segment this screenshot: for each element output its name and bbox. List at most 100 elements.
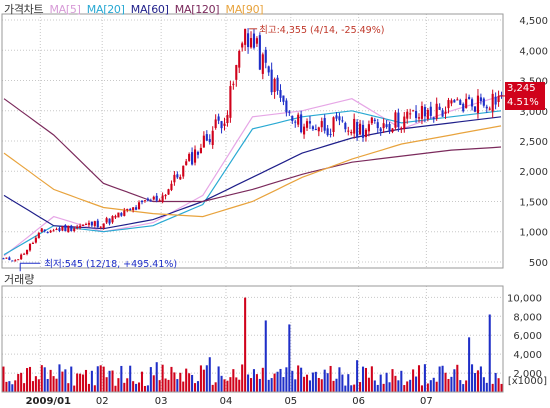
candle-body xyxy=(391,128,394,133)
candle-body xyxy=(350,131,353,134)
volume-bar xyxy=(459,380,462,392)
volume-bar xyxy=(111,370,114,392)
candle-body xyxy=(105,218,108,223)
candle-body xyxy=(267,66,270,73)
volume-bar xyxy=(102,366,105,392)
candle-body xyxy=(132,207,135,211)
candle-body xyxy=(303,126,306,135)
candle-body xyxy=(462,103,465,112)
legend-ma90: MA[90] xyxy=(225,3,264,16)
candle-body xyxy=(146,198,149,201)
volume-bar xyxy=(14,380,17,392)
candle-body xyxy=(114,215,117,218)
legend-ma5: MA[5] xyxy=(49,3,81,16)
candle-body xyxy=(96,220,99,228)
volume-bar xyxy=(471,364,474,392)
volume-bar xyxy=(202,369,205,392)
volume-bar xyxy=(84,369,88,392)
candle-body xyxy=(229,86,232,118)
candle-body xyxy=(468,96,471,100)
candle-body xyxy=(255,38,258,44)
candle-body xyxy=(353,118,356,134)
volume-tick-label: 2,000 xyxy=(513,369,542,380)
legend-ma20: MA[20] xyxy=(86,3,125,16)
price-tick-label: 2,500 xyxy=(519,137,548,148)
last-price-badge: 3,245 xyxy=(505,82,545,96)
candle-body xyxy=(135,207,138,210)
candle-body xyxy=(217,116,220,121)
volume-tick-label: 10,000 xyxy=(507,293,542,304)
volume-bar xyxy=(441,365,444,392)
candlesticks xyxy=(2,28,503,262)
candle-body xyxy=(409,113,412,115)
volume-bar xyxy=(238,379,241,392)
volume-bar xyxy=(288,324,291,392)
candle-body xyxy=(479,97,482,102)
volume-bar xyxy=(23,383,26,392)
volume-bar xyxy=(412,369,415,392)
candle-body xyxy=(67,225,70,233)
volume-bar xyxy=(73,385,76,392)
price-tick-label: 4,000 xyxy=(519,46,548,57)
volume-bar xyxy=(135,383,138,392)
candle-body xyxy=(170,183,173,191)
candle-body xyxy=(126,208,129,211)
volume-bar xyxy=(129,365,132,392)
candle-body xyxy=(420,105,424,119)
volume-bar xyxy=(382,383,385,392)
volume-bar xyxy=(232,369,235,392)
volume-bar xyxy=(400,370,403,392)
candle-body xyxy=(297,114,300,125)
candle-body xyxy=(470,99,474,107)
volume-bar xyxy=(465,380,468,392)
candle-body xyxy=(223,123,226,126)
volume-bar xyxy=(2,366,5,392)
volume-bar xyxy=(468,337,471,392)
candle-body xyxy=(73,228,76,232)
candle-body xyxy=(140,200,144,203)
volume-bar xyxy=(462,384,465,392)
candle-body xyxy=(241,43,244,48)
candle-body xyxy=(2,258,5,260)
volume-bar xyxy=(58,364,61,392)
volume-bar xyxy=(394,375,397,392)
candle-body xyxy=(226,114,229,123)
candle-body xyxy=(232,83,235,85)
volume-bar xyxy=(82,374,85,392)
candle-body xyxy=(25,249,29,255)
candle-body xyxy=(435,103,438,119)
volume-bar xyxy=(229,377,232,392)
price-tick-label: 3,000 xyxy=(519,107,548,118)
volume-bar xyxy=(308,380,311,392)
candle-body xyxy=(8,257,11,261)
candle-body xyxy=(382,123,385,129)
volume-bar xyxy=(90,370,93,392)
volume-bar xyxy=(185,368,188,392)
candle-body xyxy=(28,243,32,251)
volume-bar xyxy=(46,378,49,392)
candle-body xyxy=(93,221,96,226)
candle-body xyxy=(270,69,273,93)
candle-body xyxy=(326,128,329,136)
candle-body xyxy=(34,237,37,243)
candle-body xyxy=(329,133,332,135)
extreme-marks: 최고:4,355 (4/14, -25.49%) 최저:545 (12/18, +… xyxy=(19,25,505,272)
volume-bar xyxy=(158,380,161,392)
candle-body xyxy=(214,119,217,128)
volume-bar xyxy=(497,378,500,392)
candle-body xyxy=(211,130,214,145)
volume-bar xyxy=(5,381,8,392)
candle-body xyxy=(220,121,223,129)
volume-bar xyxy=(444,372,447,392)
candle-body xyxy=(81,224,85,226)
volume-bar xyxy=(105,377,108,392)
volume-bar xyxy=(70,366,73,392)
candle-body xyxy=(491,93,494,112)
volume-bar xyxy=(367,377,370,392)
volume-bar xyxy=(305,374,309,392)
volume-bar xyxy=(294,379,297,392)
candle-body xyxy=(359,123,362,135)
candle-body xyxy=(167,189,170,195)
ma-line xyxy=(3,95,502,257)
candle-body xyxy=(415,111,418,119)
